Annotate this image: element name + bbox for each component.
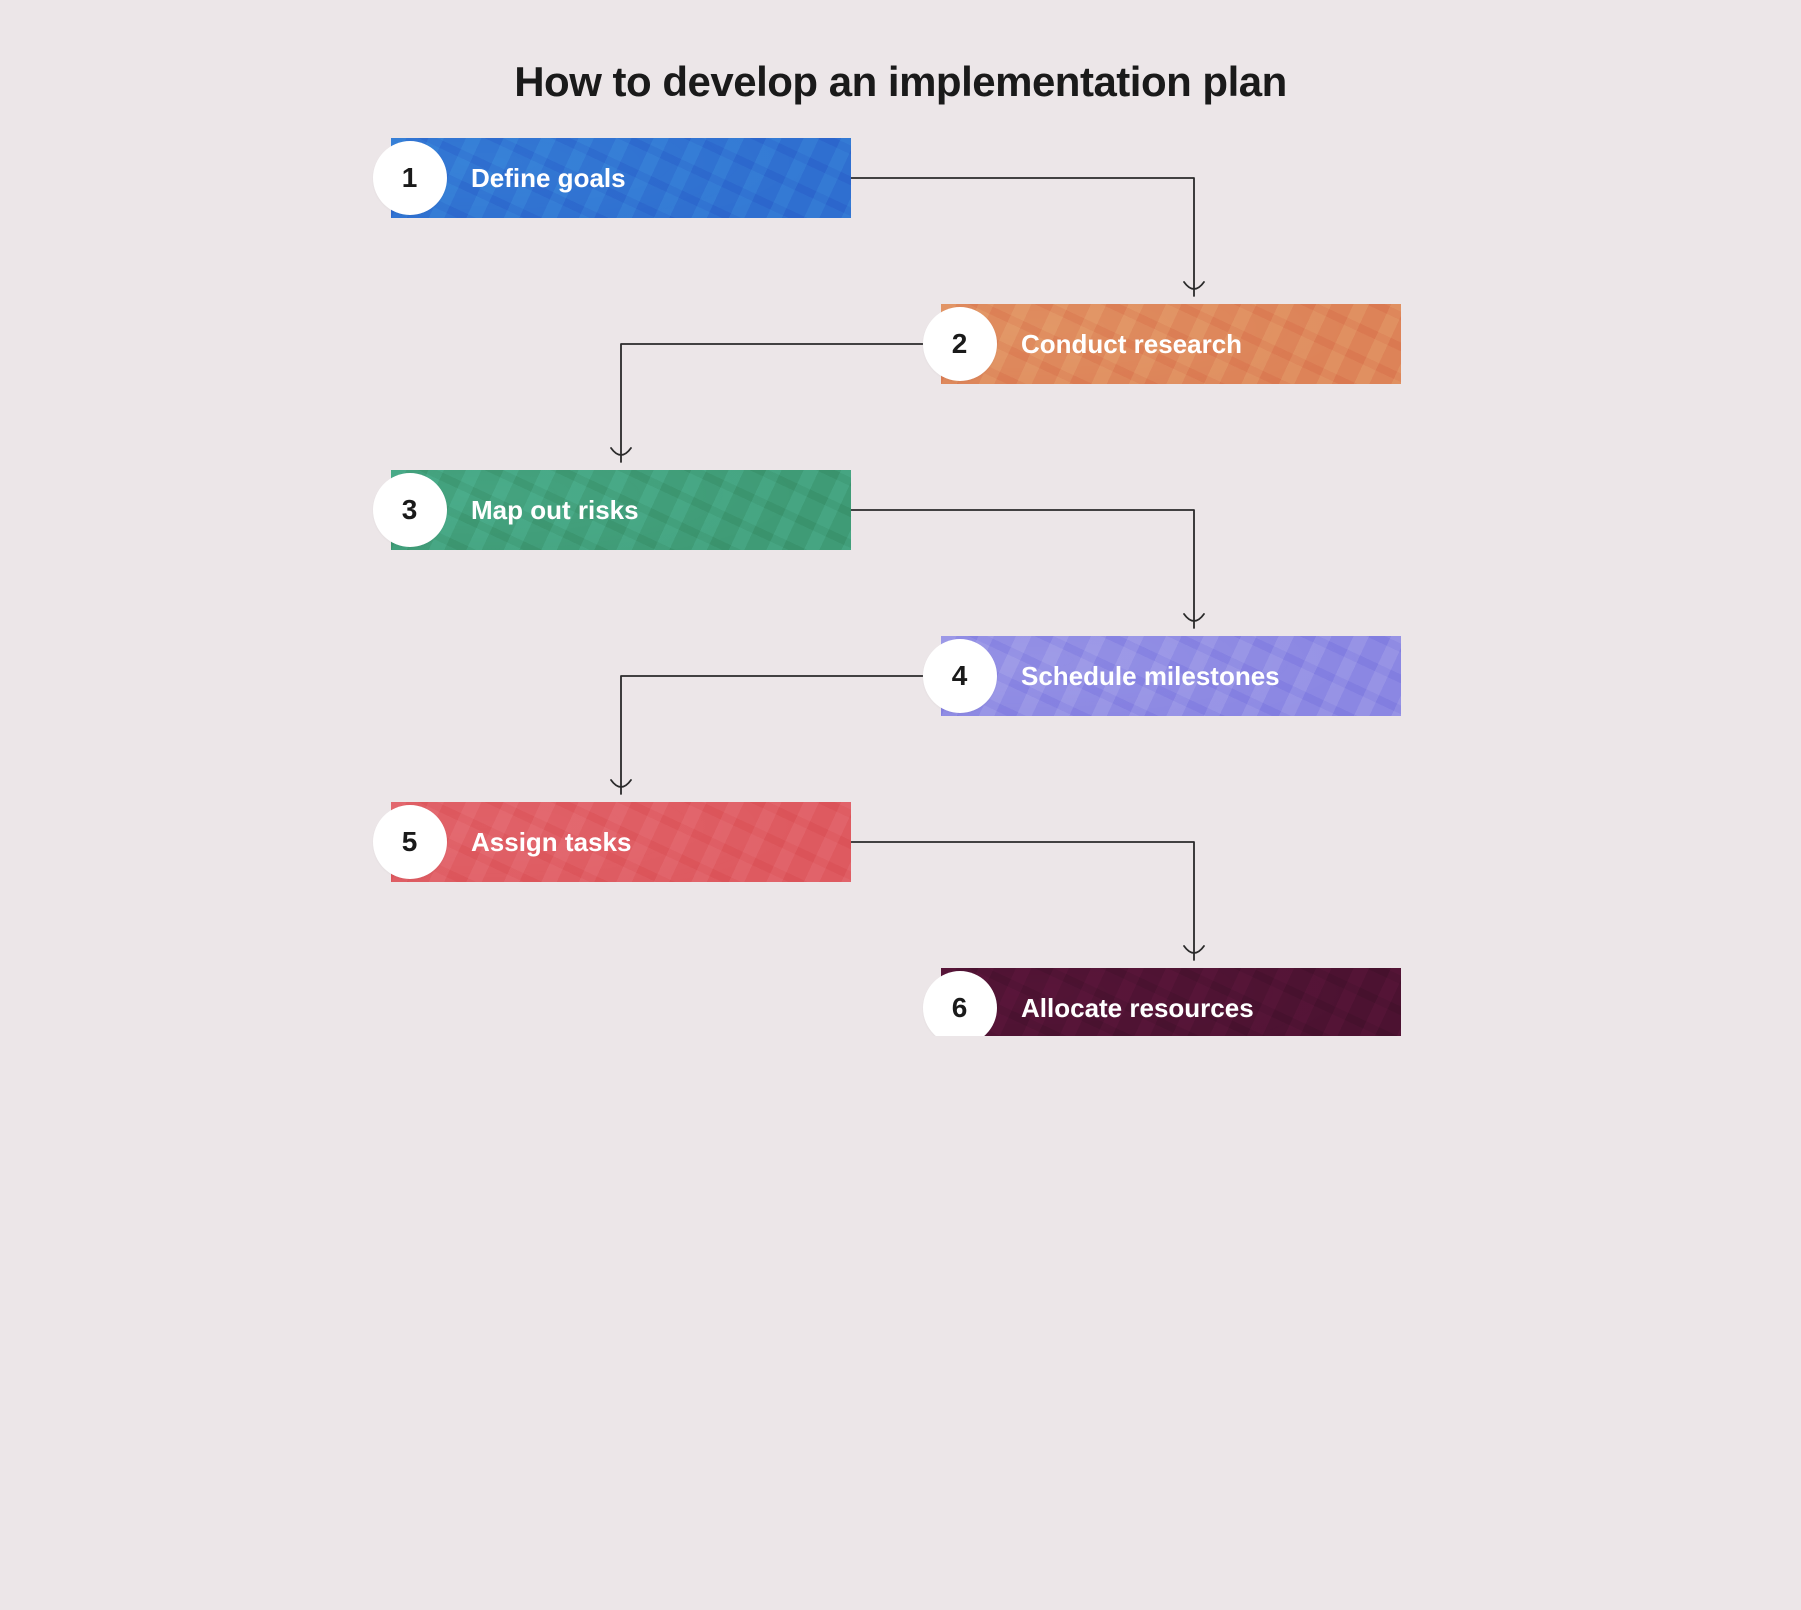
step-3: Map out risks 3	[391, 470, 851, 550]
step-number: 5	[402, 826, 418, 858]
step-number-badge: 3	[373, 473, 447, 547]
step-6: Allocate resources 6	[941, 968, 1401, 1036]
step-number-badge: 4	[923, 639, 997, 713]
step-number: 2	[952, 328, 968, 360]
step-label: Conduct research	[1021, 329, 1242, 360]
step-1: Define goals 1	[391, 138, 851, 218]
step-number-badge: 1	[373, 141, 447, 215]
step-bar: Map out risks	[391, 470, 851, 550]
step-5: Assign tasks 5	[391, 802, 851, 882]
step-bar: Allocate resources	[941, 968, 1401, 1036]
step-label: Assign tasks	[471, 827, 631, 858]
step-number: 6	[952, 992, 968, 1024]
step-bar: Conduct research	[941, 304, 1401, 384]
step-number-badge: 6	[923, 971, 997, 1036]
step-2: Conduct research 2	[941, 304, 1401, 384]
step-bar: Define goals	[391, 138, 851, 218]
step-label: Allocate resources	[1021, 993, 1254, 1024]
diagram-title: How to develop an implementation plan	[321, 58, 1480, 106]
step-number-badge: 5	[373, 805, 447, 879]
step-number: 1	[402, 162, 418, 194]
step-number: 3	[402, 494, 418, 526]
step-4: Schedule milestones 4	[941, 636, 1401, 716]
step-bar: Assign tasks	[391, 802, 851, 882]
step-bar: Schedule milestones	[941, 636, 1401, 716]
step-number: 4	[952, 660, 968, 692]
step-label: Schedule milestones	[1021, 661, 1280, 692]
step-label: Define goals	[471, 163, 626, 194]
step-label: Map out risks	[471, 495, 639, 526]
step-number-badge: 2	[923, 307, 997, 381]
diagram-canvas: How to develop an implementation plan De…	[321, 0, 1480, 1036]
